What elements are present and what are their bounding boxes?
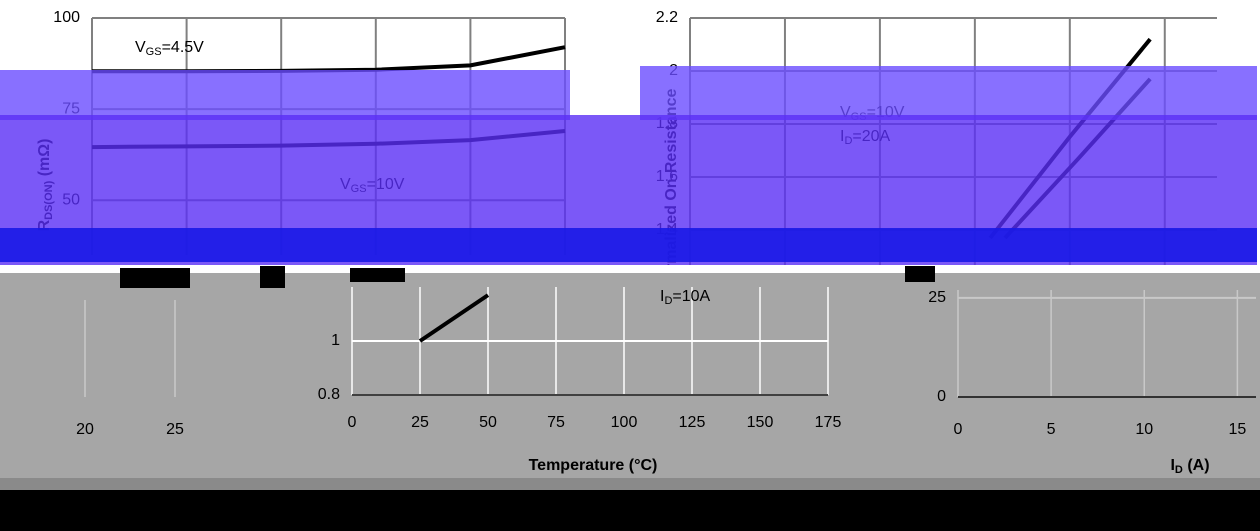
x-tick-label: 15 [1228,421,1246,438]
noise [0,478,1260,490]
x-tick-label: 25 [166,421,184,438]
x-tick-label: 75 [547,414,565,431]
overlay [0,66,1260,531]
glitch-band [0,70,570,120]
glitch-band [0,228,1257,262]
x-tick-label: 175 [815,414,842,431]
glitch-band [640,66,1257,120]
x-tick-label: 0 [954,421,963,438]
x-tick-label: 10 [1135,421,1153,438]
y-tick-label: 1 [331,332,340,349]
x-tick-label: 5 [1047,421,1056,438]
subscript: GS [146,46,162,58]
y-tick-label: 100 [53,9,80,26]
label-part: (A) [1183,457,1210,474]
x-tick-label: 125 [679,414,706,431]
subscript: D [1175,464,1183,476]
noise [0,265,1260,273]
x-tick-label: 25 [411,414,429,431]
label-part: I [660,288,664,305]
annotation: ID=10A [660,288,711,307]
bottom-charts: 0.810 25 50 75 100 125 150 175ID=10ATemperature… [76,287,1256,476]
noise [260,266,285,288]
y-tick-label: 0 [937,388,946,405]
x-axis-label: ID (A) [1170,457,1209,476]
label-part: =10A [672,288,710,305]
x-axis-label: Temperature (°C) [529,457,658,474]
label-part: =4.5V [162,39,205,56]
y-tick-label: 0.8 [318,386,340,403]
subscript: D [664,295,672,307]
x-tick-label: 20 [76,421,94,438]
x-tick-label: 100 [611,414,638,431]
x-tick-label: 0 [348,414,357,431]
y-tick-label: 25 [928,289,946,306]
x-tick-label: 150 [747,414,774,431]
series-line [418,293,490,343]
gray-region [0,265,1260,490]
noise [905,266,935,282]
noise [120,268,190,288]
label-part: I [1170,457,1174,474]
x-tick-label: 50 [479,414,497,431]
label-part: V [135,39,146,56]
annotation: VGS=4.5V [135,39,204,58]
black-band [0,490,1260,531]
y-tick-label: 2.2 [656,9,678,26]
noise [350,268,405,282]
